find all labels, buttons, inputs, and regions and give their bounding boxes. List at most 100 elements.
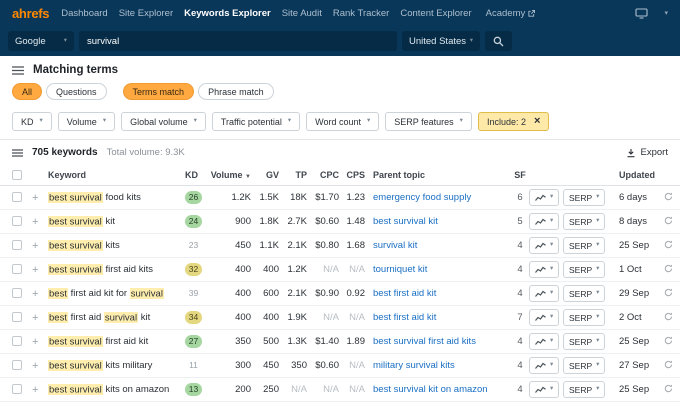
col-updated[interactable]: Updated [613, 170, 661, 180]
keyword-cell[interactable]: best survival kits [48, 240, 185, 251]
serp-button[interactable]: SERP▾ [563, 189, 605, 206]
tab-questions[interactable]: Questions [46, 83, 107, 100]
filter-traffic-potential[interactable]: Traffic potential▾ [212, 112, 300, 131]
desktop-icon[interactable] [635, 8, 648, 19]
row-checkbox[interactable] [12, 240, 22, 250]
trend-chart-button[interactable]: ▾ [529, 333, 559, 350]
refresh-icon[interactable] [661, 288, 675, 300]
select-all-checkbox[interactable] [12, 170, 22, 180]
nav-item-keywords-explorer[interactable]: Keywords Explorer [184, 8, 271, 19]
parent-topic-link[interactable]: tourniquet kit [365, 264, 511, 275]
parent-topic-link[interactable]: best first aid kit [365, 288, 511, 299]
row-checkbox[interactable] [12, 216, 22, 226]
serp-button[interactable]: SERP▾ [563, 381, 605, 398]
col-gv[interactable]: GV [251, 170, 279, 180]
nav-item-dashboard[interactable]: Dashboard [61, 8, 107, 19]
parent-topic-link[interactable]: emergency food supply [365, 192, 511, 203]
export-button[interactable]: Export [626, 147, 668, 158]
nav-item-rank-tracker[interactable]: Rank Tracker [333, 8, 390, 19]
serp-button[interactable]: SERP▾ [563, 213, 605, 230]
refresh-icon[interactable] [661, 312, 675, 324]
tab-all[interactable]: All [12, 83, 42, 100]
keyword-search-input[interactable] [79, 31, 397, 51]
add-to-list-icon[interactable]: + [32, 216, 48, 228]
trend-chart-button[interactable]: ▾ [529, 237, 559, 254]
serp-button[interactable]: SERP▾ [563, 357, 605, 374]
col-cps[interactable]: CPS [339, 170, 365, 180]
add-to-list-icon[interactable]: + [32, 240, 48, 252]
filter-volume[interactable]: Volume▾ [58, 112, 115, 131]
keyword-cell[interactable]: best first aid kit for survival [48, 288, 185, 299]
row-checkbox[interactable] [12, 336, 22, 346]
parent-topic-link[interactable]: best survival first aid kits [365, 336, 511, 347]
keyword-cell[interactable]: best survival first aid kits [48, 264, 185, 275]
keyword-cell[interactable]: best first aid survival kit [48, 312, 185, 323]
serp-button[interactable]: SERP▾ [563, 333, 605, 350]
nav-item-academy[interactable]: Academy [486, 8, 536, 19]
col-tp[interactable]: TP [279, 170, 307, 180]
filter-global-volume[interactable]: Global volume▾ [121, 112, 206, 131]
trend-chart-button[interactable]: ▾ [529, 189, 559, 206]
row-checkbox[interactable] [12, 264, 22, 274]
country-select[interactable]: United States ▾ [402, 31, 480, 51]
parent-topic-link[interactable]: best survival kit on amazon [365, 384, 511, 395]
refresh-icon[interactable] [661, 336, 675, 348]
col-parent-topic[interactable]: Parent topic [365, 170, 511, 180]
menu-toggle-icon[interactable] [12, 66, 24, 75]
refresh-icon[interactable] [661, 264, 675, 276]
row-checkbox[interactable] [12, 192, 22, 202]
row-checkbox[interactable] [12, 360, 22, 370]
remove-filter-icon[interactable]: × [534, 116, 540, 127]
table-menu-icon[interactable] [12, 149, 23, 157]
keyword-cell[interactable]: best survival food kits [48, 192, 185, 203]
refresh-icon[interactable] [661, 360, 675, 372]
add-to-list-icon[interactable]: + [32, 360, 48, 372]
row-checkbox[interactable] [12, 384, 22, 394]
search-button[interactable] [485, 31, 512, 51]
serp-button[interactable]: SERP▾ [563, 261, 605, 278]
filter-word-count[interactable]: Word count▾ [306, 112, 379, 131]
trend-chart-button[interactable]: ▾ [529, 285, 559, 302]
col-volume[interactable]: Volume ▼ [209, 170, 251, 180]
keyword-cell[interactable]: best survival kits military [48, 360, 185, 371]
account-menu-caret-icon[interactable]: ▾ [664, 10, 668, 17]
add-to-list-icon[interactable]: + [32, 336, 48, 348]
nav-item-content-explorer[interactable]: Content Explorer [400, 8, 471, 19]
parent-topic-link[interactable]: best survival kit [365, 216, 511, 227]
col-cpc[interactable]: CPC [307, 170, 339, 180]
ahrefs-logo[interactable]: ahrefs [12, 6, 49, 21]
include-filter-chip[interactable]: Include: 2 × [478, 112, 549, 131]
nav-item-site-audit[interactable]: Site Audit [282, 8, 322, 19]
filter-serp-features[interactable]: SERP features▾ [385, 112, 472, 131]
tab-terms-match[interactable]: Terms match [123, 83, 195, 100]
col-keyword[interactable]: Keyword [48, 170, 185, 180]
col-kd[interactable]: KD [185, 170, 209, 180]
refresh-icon[interactable] [661, 192, 675, 204]
add-to-list-icon[interactable]: + [32, 192, 48, 204]
filter-kd[interactable]: KD▾ [12, 112, 52, 131]
trend-chart-button[interactable]: ▾ [529, 309, 559, 326]
trend-chart-button[interactable]: ▾ [529, 381, 559, 398]
refresh-icon[interactable] [661, 216, 675, 228]
row-checkbox[interactable] [12, 288, 22, 298]
serp-button[interactable]: SERP▾ [563, 285, 605, 302]
refresh-icon[interactable] [661, 384, 675, 396]
nav-item-site-explorer[interactable]: Site Explorer [119, 8, 173, 19]
trend-chart-button[interactable]: ▾ [529, 261, 559, 278]
keyword-cell[interactable]: best survival kit [48, 216, 185, 227]
serp-button[interactable]: SERP▾ [563, 237, 605, 254]
trend-chart-button[interactable]: ▾ [529, 213, 559, 230]
trend-chart-button[interactable]: ▾ [529, 357, 559, 374]
parent-topic-link[interactable]: survival kit [365, 240, 511, 251]
search-engine-select[interactable]: Google ▾ [8, 31, 74, 51]
add-to-list-icon[interactable]: + [32, 312, 48, 324]
row-checkbox[interactable] [12, 312, 22, 322]
col-sf[interactable]: SF [511, 170, 529, 180]
tab-phrase-match[interactable]: Phrase match [198, 83, 274, 100]
add-to-list-icon[interactable]: + [32, 384, 48, 396]
refresh-icon[interactable] [661, 240, 675, 252]
serp-button[interactable]: SERP▾ [563, 309, 605, 326]
keyword-cell[interactable]: best survival first aid kit [48, 336, 185, 347]
add-to-list-icon[interactable]: + [32, 264, 48, 276]
parent-topic-link[interactable]: military survival kits [365, 360, 511, 371]
